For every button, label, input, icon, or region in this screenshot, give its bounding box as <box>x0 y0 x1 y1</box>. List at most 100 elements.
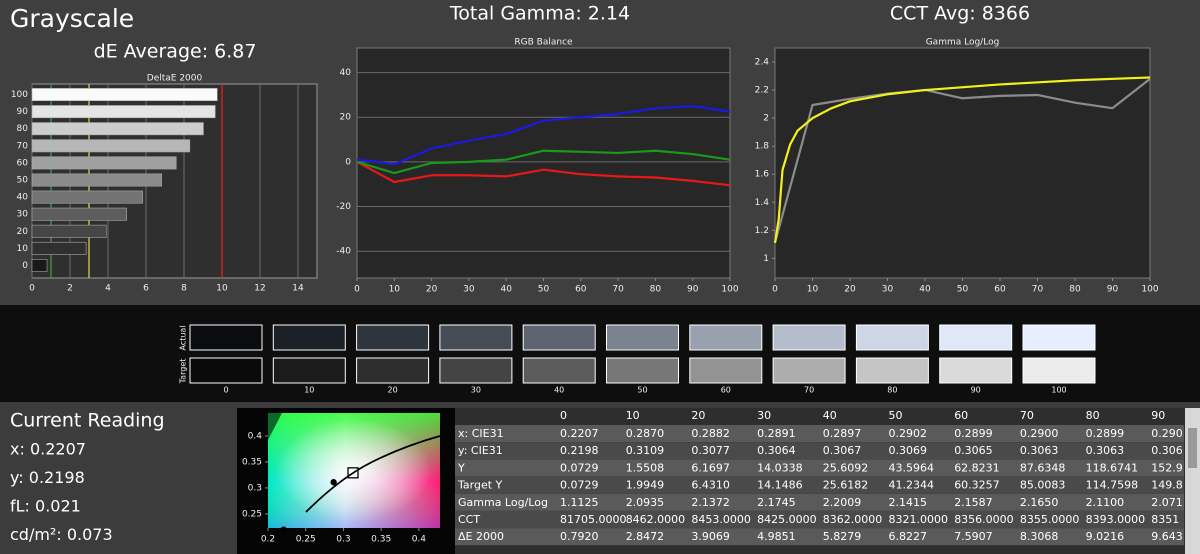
current-reading-title: Current Reading <box>10 410 165 432</box>
table-cell: 85.0083 <box>1020 479 1066 492</box>
table-cell: 0.2207 <box>560 427 599 440</box>
x-tick-label: 20 <box>426 285 438 295</box>
scrollbar-thumb[interactable] <box>1188 428 1197 468</box>
table-cell: 8351 <box>1151 513 1179 526</box>
target-swatch <box>855 357 929 384</box>
table-cell: 5.8279 <box>823 530 862 543</box>
swatch-panel <box>0 305 1200 402</box>
series-line <box>356 160 731 187</box>
y-tick-label: -40 <box>336 247 351 257</box>
table-cell: 118.6741 <box>1086 461 1139 474</box>
table-cell: 0.3067 <box>823 444 862 457</box>
actual-swatch <box>356 324 430 351</box>
x-tick-label: 10 <box>216 284 228 294</box>
x-tick-label: 10 <box>807 285 819 295</box>
x-tick-label: 10 <box>389 285 401 295</box>
table-cell: 0.3109 <box>626 444 665 457</box>
swatch-label: 90 <box>971 386 981 395</box>
swatch-label: 0 <box>223 386 228 395</box>
y-tick-label: 2.4 <box>755 58 770 68</box>
y-tick-label: 40 <box>17 193 29 203</box>
actual-swatch <box>606 324 679 351</box>
table-row <box>455 528 1184 546</box>
x-tick-label: 0.4 <box>412 535 427 545</box>
column-header: 60 <box>954 409 968 422</box>
x-tick-label: 50 <box>957 285 969 295</box>
swatch-label: 30 <box>471 386 481 395</box>
x-tick-label: 20 <box>844 285 856 295</box>
table-cell: 8362.0000 <box>823 513 883 526</box>
table-cell: 1.9949 <box>626 479 665 492</box>
table-cell: 0.2899 <box>954 427 993 440</box>
target-swatch <box>1022 357 1096 384</box>
y-tick-label: -20 <box>336 202 351 212</box>
actual-swatch <box>772 324 846 351</box>
cct-average: CCT Avg: 8366 <box>890 3 1030 25</box>
table-cell: 0.290 <box>1151 427 1183 440</box>
de-average: dE Average: 6.87 <box>94 41 257 63</box>
y-tick-label: 90 <box>17 107 29 117</box>
x-tick-label: 30 <box>463 285 475 295</box>
y-tick-label: 0 <box>345 157 351 167</box>
reading-line: y: 0.2198 <box>10 468 85 487</box>
table-cell: 2.1587 <box>954 496 993 509</box>
bar <box>31 88 218 101</box>
x-tick-label: 90 <box>687 285 699 295</box>
y-tick-label: 1.8 <box>755 142 770 152</box>
table-row <box>455 459 1184 477</box>
table-cell: 0.3069 <box>889 444 928 457</box>
swatch-label: 100 <box>1051 386 1066 395</box>
swatch-row-label: Actual <box>179 325 188 350</box>
x-tick-label: 12 <box>254 284 265 294</box>
table-cell: 2.071 <box>1151 496 1183 509</box>
chart-title: DeltaE 2000 <box>147 74 203 84</box>
x-tick-label: 6 <box>143 284 149 294</box>
x-tick-label: 4 <box>105 284 111 294</box>
table-cell: 4.9851 <box>757 530 796 543</box>
reading-line: cd/m²: 0.073 <box>10 525 113 544</box>
x-tick-label: 30 <box>882 285 894 295</box>
reading-line: x: 0.2207 <box>10 440 86 459</box>
series-line <box>356 149 731 175</box>
target-swatch <box>439 357 513 384</box>
x-tick-label: 2 <box>67 284 73 294</box>
x-tick-label: 14 <box>292 284 304 294</box>
y-tick-label: 10 <box>17 244 29 254</box>
table-row <box>455 442 1184 460</box>
y-tick-label: 1.2 <box>755 226 769 236</box>
column-header: 70 <box>1020 409 1034 422</box>
y-tick-label: 70 <box>17 141 29 151</box>
target-swatch <box>522 357 596 384</box>
chart-title: Gamma Log/Log <box>926 38 1000 48</box>
column-header: 0 <box>560 409 567 422</box>
table-cell: 0.2900 <box>1020 427 1059 440</box>
row-label: y: CIE31 <box>458 444 503 457</box>
table-cell: 0.0729 <box>560 479 599 492</box>
white-point <box>347 467 359 479</box>
table-cell: 0.2899 <box>1086 427 1125 440</box>
series-line <box>773 77 1151 243</box>
table-cell: 0.2198 <box>560 444 599 457</box>
target-swatch <box>689 357 763 384</box>
target-swatch <box>272 357 346 384</box>
y-tick-label: 1.6 <box>755 170 770 180</box>
y-tick-label: 100 <box>11 90 28 100</box>
table-cell: 8356.0000 <box>954 513 1014 526</box>
chart-title: RGB Balance <box>514 38 573 48</box>
column-header: 50 <box>889 409 903 422</box>
y-tick-label: 20 <box>17 227 29 237</box>
table-cell: 9.0216 <box>1086 530 1125 543</box>
table-cell: 0.2891 <box>757 427 796 440</box>
table-cell: 0.3063 <box>1086 444 1125 457</box>
plot-area <box>774 47 1151 279</box>
table-cell: 14.1486 <box>757 479 803 492</box>
x-tick-label: 90 <box>1107 285 1119 295</box>
actual-swatch <box>189 324 263 351</box>
table-cell: 1.1125 <box>560 496 599 509</box>
y-tick-label: 2 <box>763 114 769 124</box>
row-label: x: CIE31 <box>458 427 504 440</box>
table-cell: 8321.0000 <box>889 513 949 526</box>
table-cell: 0.306 <box>1151 444 1183 457</box>
swatch-label: 40 <box>554 386 564 395</box>
table-cell: 81705.0000 <box>560 513 626 526</box>
